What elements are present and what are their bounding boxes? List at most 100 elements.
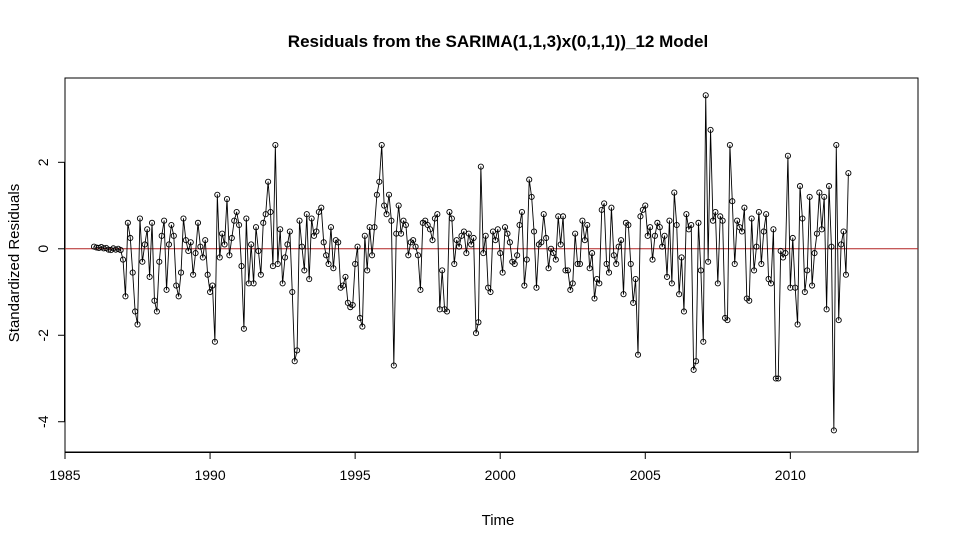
residual-point (286, 228, 293, 235)
residual-point (267, 208, 274, 216)
residual-point (192, 250, 199, 257)
residual-point (318, 204, 325, 211)
residual-point (148, 219, 156, 226)
residual-point (385, 191, 393, 198)
residual-point (801, 288, 808, 296)
residual-point (540, 211, 547, 218)
residual-point (281, 254, 289, 261)
residual-point (518, 208, 526, 216)
residual-point (180, 215, 187, 222)
residual-point (605, 269, 613, 276)
residual-point (526, 176, 533, 183)
y-tick-label: -2 (35, 329, 51, 342)
residual-point (613, 260, 620, 267)
residual-point (388, 217, 395, 224)
residual-point (352, 260, 359, 267)
residual-point (729, 198, 736, 205)
residual-point (156, 258, 163, 265)
x-tick-label: 1995 (340, 467, 371, 483)
residual-point (163, 286, 170, 293)
residual-point (260, 219, 267, 226)
residual-point (528, 193, 535, 200)
residual-point (223, 196, 231, 203)
residual-point (630, 299, 637, 306)
residual-point (134, 321, 141, 328)
residual-point (661, 232, 668, 239)
residual-point (538, 239, 545, 246)
residual-point (680, 308, 688, 315)
residual-point (813, 230, 820, 237)
residual-point (187, 239, 194, 246)
residual-point (608, 204, 615, 211)
residual-point (238, 263, 245, 270)
residual-point (364, 267, 371, 274)
residual-point (714, 280, 721, 287)
residual-point (173, 282, 180, 289)
residual-point (576, 260, 584, 267)
residual-point (799, 215, 806, 222)
residual-point (751, 267, 758, 274)
residual-point (472, 330, 480, 337)
residual-point (683, 211, 690, 218)
residual-point (475, 319, 482, 326)
residual-point (119, 256, 127, 263)
residual-point (153, 308, 160, 315)
residual-point (298, 243, 305, 250)
residual-point (596, 280, 603, 287)
residual-point (274, 260, 281, 267)
residual-point (405, 252, 412, 259)
residual-point (499, 269, 506, 276)
residual-point (136, 215, 143, 222)
residual-point (325, 260, 332, 267)
residual-point (262, 211, 269, 218)
residual-point (277, 226, 284, 233)
residual-point (129, 269, 136, 276)
residual-point (833, 141, 840, 149)
residual-point (144, 226, 151, 233)
residual-point (296, 217, 303, 224)
residual-point (825, 183, 833, 190)
residual-point (789, 234, 796, 242)
residual-point (794, 321, 801, 328)
residual-point (818, 226, 825, 233)
residual-point (265, 178, 272, 185)
residual-point (758, 260, 765, 267)
residual-point (504, 230, 511, 237)
residual-point (663, 273, 671, 280)
x-axis-label: Time (482, 512, 515, 529)
residual-point (487, 288, 494, 296)
residual-point (139, 258, 146, 265)
residual-point (402, 221, 409, 229)
residual-point (543, 234, 550, 242)
residual-point (354, 243, 361, 250)
x-tick-label: 1985 (49, 467, 80, 483)
residual-point (456, 243, 463, 250)
residual-point (248, 241, 255, 248)
residual-point (516, 221, 523, 229)
residual-point (197, 243, 204, 250)
residual-point (289, 288, 296, 296)
residual-point (676, 291, 683, 298)
residual-point (642, 202, 649, 209)
residual-point (177, 269, 185, 276)
residual-point (637, 213, 644, 220)
x-tick-label: 1990 (194, 467, 225, 483)
residual-point (151, 297, 158, 304)
residual-point (127, 234, 134, 242)
residual-point (228, 234, 235, 242)
residual-point (840, 228, 847, 235)
residual-point (376, 178, 383, 185)
residual-point (647, 224, 654, 231)
residual-point (755, 208, 762, 216)
x-tick-label: 2005 (630, 467, 661, 483)
residual-point (632, 275, 639, 283)
residual-point (598, 206, 605, 213)
residual-point (564, 267, 571, 274)
residual-point (207, 288, 214, 296)
residual-point (124, 219, 131, 226)
residual-point (417, 286, 424, 293)
residual-point (443, 308, 451, 315)
residual-point (117, 247, 124, 254)
residual-point (158, 232, 165, 239)
